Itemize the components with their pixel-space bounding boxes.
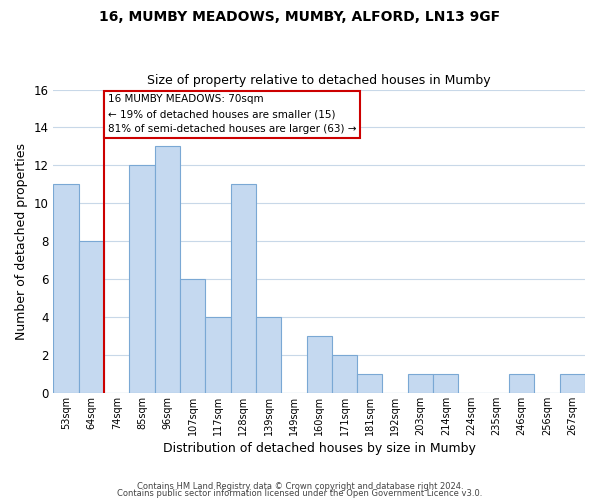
Y-axis label: Number of detached properties: Number of detached properties (15, 142, 28, 340)
Bar (357, 374, 382, 393)
Bar (230, 184, 256, 393)
Bar (408, 374, 433, 393)
Bar (53, 184, 79, 393)
Bar (130, 166, 155, 393)
Bar (256, 317, 281, 393)
Bar (79, 241, 104, 393)
Bar (433, 374, 458, 393)
Text: 16, MUMBY MEADOWS, MUMBY, ALFORD, LN13 9GF: 16, MUMBY MEADOWS, MUMBY, ALFORD, LN13 9… (100, 10, 500, 24)
Bar (155, 146, 180, 393)
Bar (509, 374, 535, 393)
Text: 16 MUMBY MEADOWS: 70sqm
← 19% of detached houses are smaller (15)
81% of semi-de: 16 MUMBY MEADOWS: 70sqm ← 19% of detache… (108, 94, 356, 134)
Bar (332, 355, 357, 393)
Bar (307, 336, 332, 393)
Text: Contains HM Land Registry data © Crown copyright and database right 2024.: Contains HM Land Registry data © Crown c… (137, 482, 463, 491)
Bar (560, 374, 585, 393)
Text: Contains public sector information licensed under the Open Government Licence v3: Contains public sector information licen… (118, 490, 482, 498)
X-axis label: Distribution of detached houses by size in Mumby: Distribution of detached houses by size … (163, 442, 476, 455)
Bar (205, 317, 230, 393)
Title: Size of property relative to detached houses in Mumby: Size of property relative to detached ho… (148, 74, 491, 87)
Bar (180, 279, 205, 393)
